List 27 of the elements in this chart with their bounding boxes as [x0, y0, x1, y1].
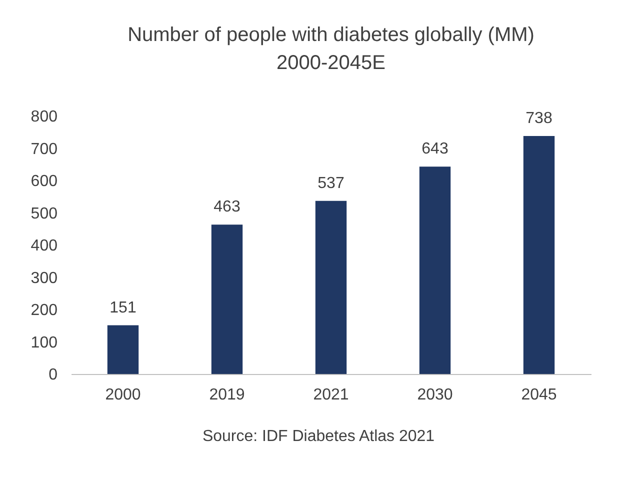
source-note: Source: IDF Diabetes Atlas 2021 [201, 428, 436, 446]
data-label: 537 [318, 174, 344, 192]
bar [523, 136, 555, 374]
y-tick-label: 0 [48, 366, 58, 384]
bar [315, 200, 347, 374]
x-tick-label: 2000 [105, 386, 141, 404]
y-tick-label: 800 [30, 108, 58, 126]
chart-title: Number of people with diabetes globally (MM) [128, 24, 534, 46]
x-tick-label: 2019 [209, 386, 245, 404]
data-label: 738 [526, 110, 552, 127]
chart-subtitle: 2000-2045E [276, 52, 386, 74]
bar [107, 325, 139, 374]
data-label: 643 [422, 140, 448, 158]
bar [211, 224, 243, 374]
x-tick-label: 2030 [417, 386, 453, 404]
bar [419, 166, 451, 374]
y-tick-label: 600 [30, 173, 58, 190]
y-tick-label: 400 [30, 238, 58, 254]
x-tick-label: 2045 [521, 386, 557, 404]
y-tick-label: 200 [30, 302, 58, 319]
y-tick-label: 500 [30, 205, 58, 222]
data-label: 151 [110, 299, 136, 316]
y-tick-label: 700 [30, 140, 58, 158]
x-tick-label: 2021 [313, 386, 349, 404]
y-tick-label: 300 [30, 270, 58, 287]
data-label: 463 [214, 198, 240, 216]
y-tick-label: 100 [30, 334, 58, 352]
